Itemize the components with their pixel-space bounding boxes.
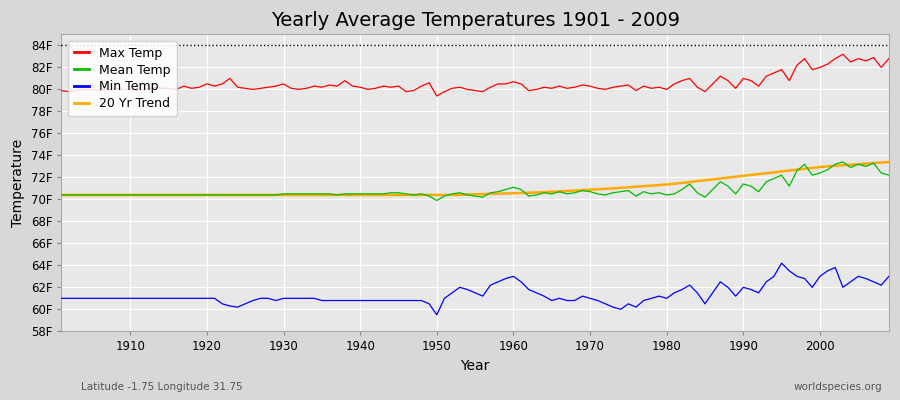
Text: worldspecies.org: worldspecies.org xyxy=(794,382,882,392)
Text: Latitude -1.75 Longitude 31.75: Latitude -1.75 Longitude 31.75 xyxy=(81,382,243,392)
X-axis label: Year: Year xyxy=(461,359,490,373)
Y-axis label: Temperature: Temperature xyxy=(11,139,25,227)
Title: Yearly Average Temperatures 1901 - 2009: Yearly Average Temperatures 1901 - 2009 xyxy=(271,11,680,30)
Legend: Max Temp, Mean Temp, Min Temp, 20 Yr Trend: Max Temp, Mean Temp, Min Temp, 20 Yr Tre… xyxy=(68,41,176,116)
